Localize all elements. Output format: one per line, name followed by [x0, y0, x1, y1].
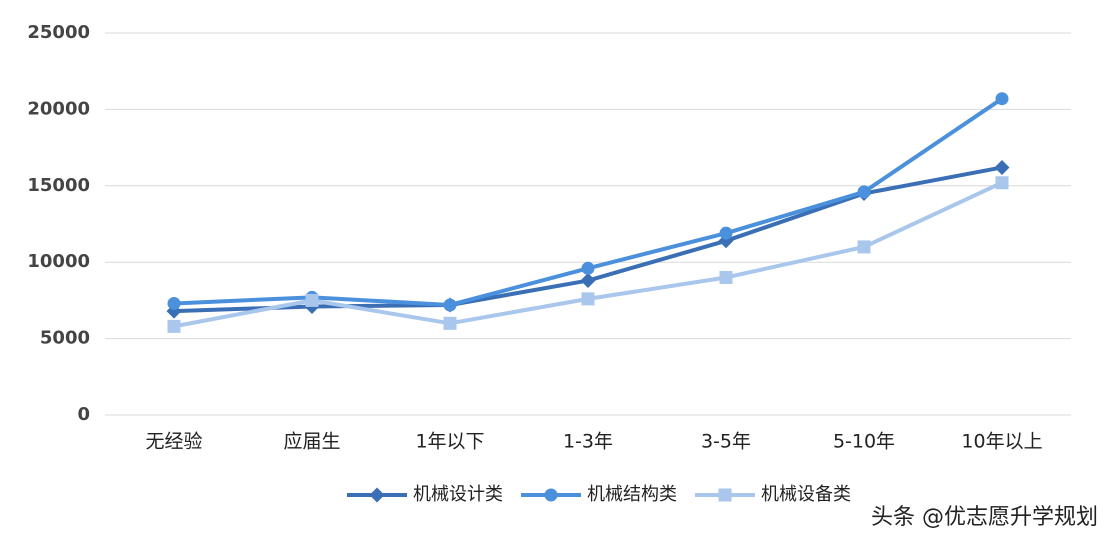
- point: [443, 316, 457, 330]
- point: [581, 261, 595, 275]
- legend-label: 机械设计类: [413, 484, 503, 505]
- watermark: 头条 @优志愿升学规划: [871, 505, 1098, 530]
- y-tick-label: 5000: [40, 328, 90, 349]
- legend-label: 机械结构类: [587, 484, 677, 505]
- x-tick-label: 1-3年: [563, 431, 613, 453]
- point: [719, 270, 733, 284]
- x-tick-label: 5-10年: [833, 431, 895, 453]
- legend-marker: [718, 488, 732, 502]
- point: [580, 273, 596, 289]
- point: [167, 296, 181, 310]
- point: [581, 292, 595, 306]
- point: [857, 240, 871, 254]
- x-tick-label: 应届生: [283, 431, 340, 453]
- legend-marker: [544, 488, 558, 502]
- y-tick-label: 20000: [27, 98, 90, 119]
- legend-label: 机械设备类: [761, 484, 851, 505]
- y-tick-label: 25000: [27, 22, 90, 43]
- x-tick-label: 3-5年: [701, 431, 751, 453]
- point: [995, 176, 1009, 190]
- point: [994, 159, 1010, 175]
- x-tick-label: 10年以上: [961, 431, 1042, 453]
- point: [167, 319, 181, 333]
- x-tick-label: 无经验: [145, 431, 202, 453]
- x-tick-label: 1年以下: [415, 431, 484, 453]
- y-tick-label: 0: [77, 404, 90, 425]
- point: [719, 226, 733, 240]
- point: [995, 92, 1009, 106]
- point: [443, 298, 457, 312]
- legend-marker: [369, 487, 385, 503]
- point: [305, 293, 319, 307]
- y-tick-label: 10000: [27, 251, 90, 272]
- y-tick-label: 15000: [27, 175, 90, 196]
- point: [857, 185, 871, 199]
